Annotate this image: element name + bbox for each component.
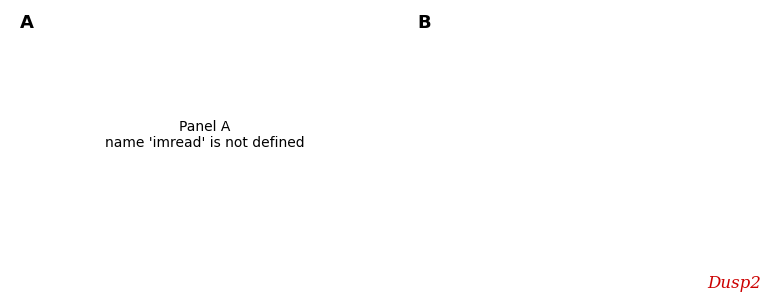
Text: A: A [20, 14, 34, 32]
Text: Panel A
name 'imread' is not defined: Panel A name 'imread' is not defined [105, 120, 305, 150]
Text: B: B [418, 14, 431, 32]
Text: Dusp2: Dusp2 [708, 275, 761, 292]
